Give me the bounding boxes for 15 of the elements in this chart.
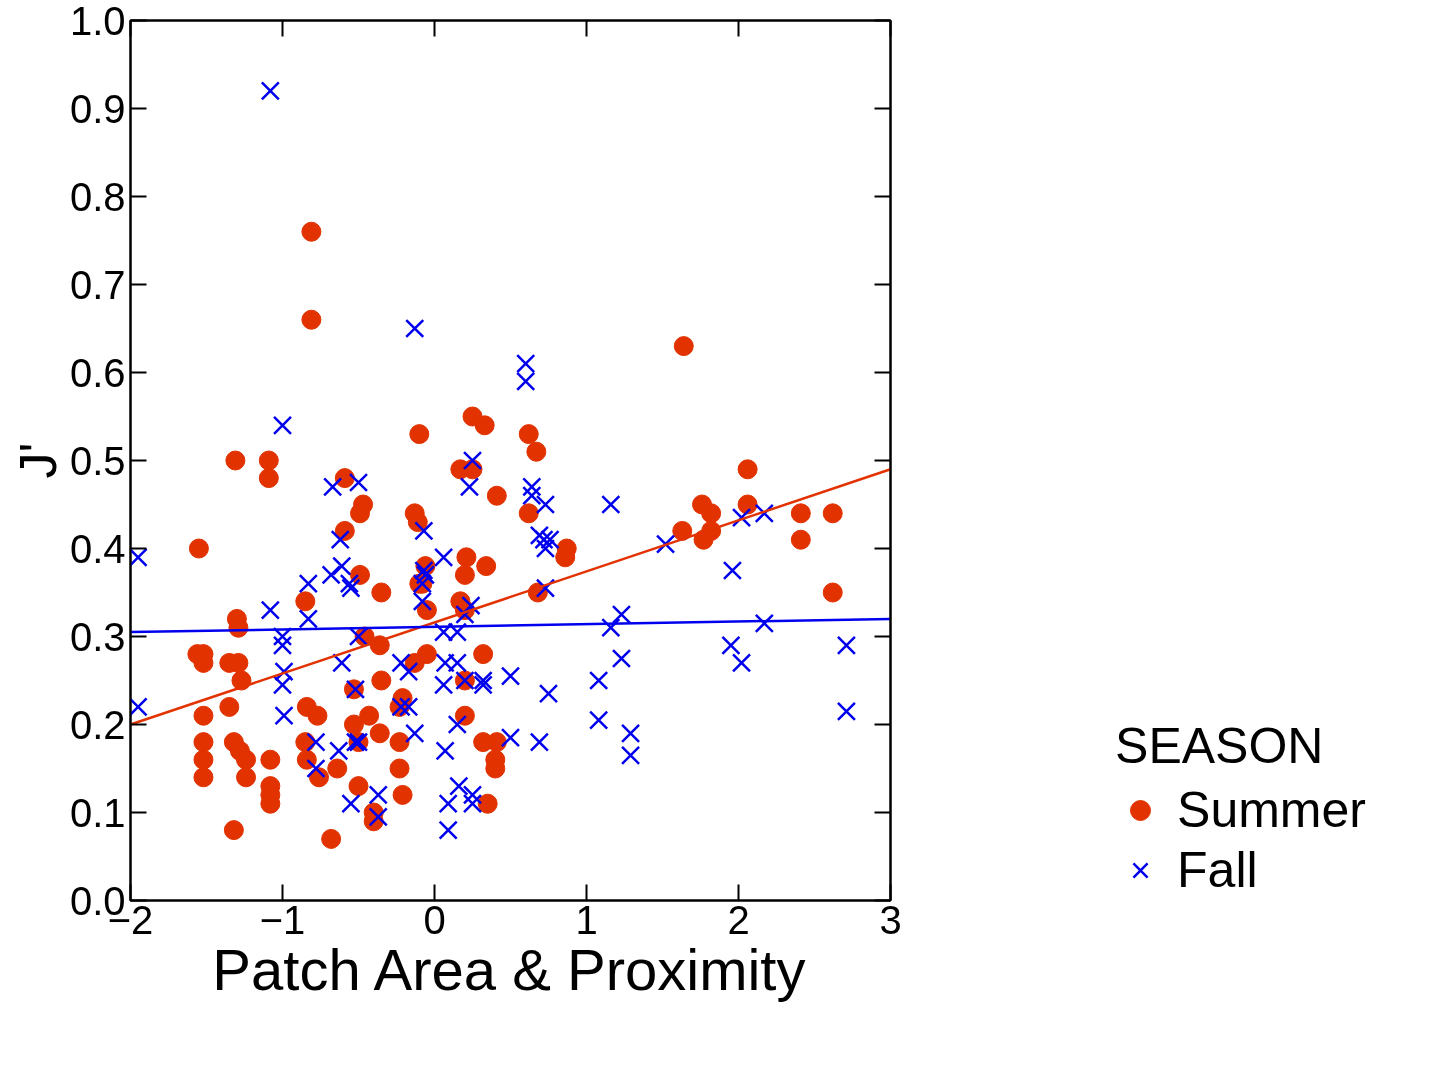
- y-tick-label: 0.9: [69, 86, 126, 131]
- y-tick-label: 0.3: [69, 614, 126, 659]
- y-tick-label: 0.5: [69, 438, 126, 483]
- legend-title: SEASON: [1115, 717, 1325, 775]
- x-tick-label: 3: [879, 897, 902, 942]
- y-axis-title: J': [8, 442, 67, 479]
- y-tick-label: 0.4: [69, 526, 126, 571]
- y-tick-label: 0.7: [69, 262, 126, 307]
- y-tick-label: 0.1: [69, 790, 126, 835]
- y-tick-label: 0.8: [69, 174, 126, 219]
- legend-label: Summer: [1177, 781, 1366, 839]
- y-tick-label: 0.2: [69, 702, 126, 747]
- y-tick-label: 1.0: [69, 0, 126, 43]
- legend-label: Fall: [1177, 841, 1258, 899]
- y-tick-label: 0.6: [69, 350, 126, 395]
